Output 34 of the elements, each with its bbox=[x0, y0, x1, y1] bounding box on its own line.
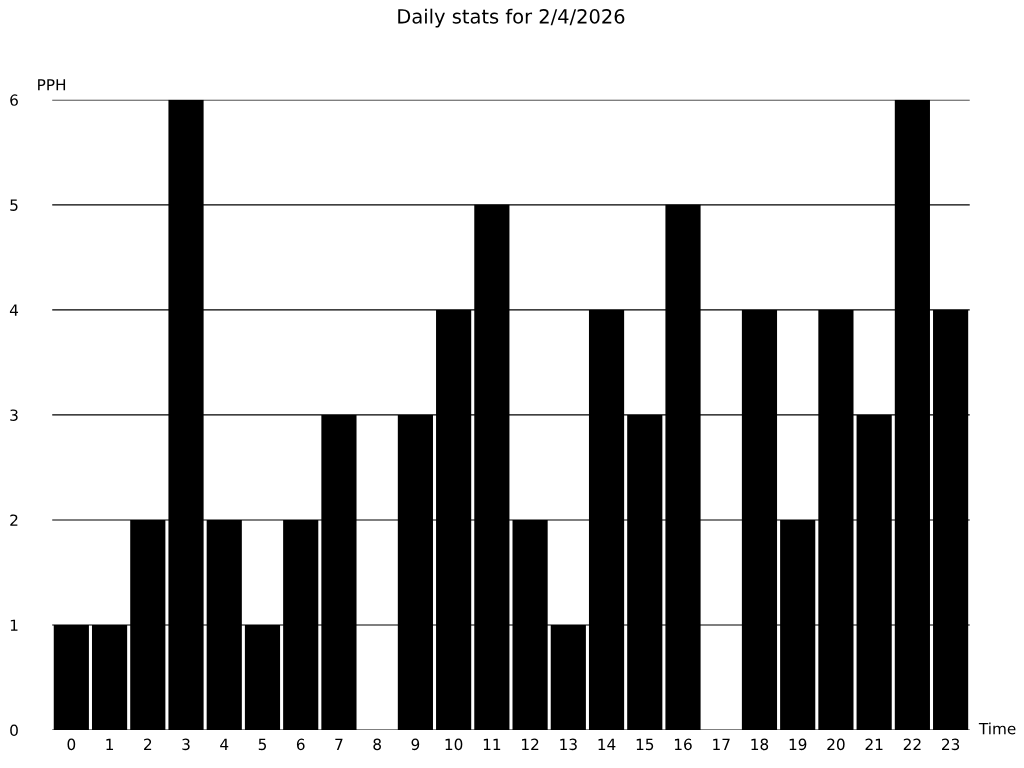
x-tick-label: 10 bbox=[445, 738, 463, 751]
x-tick-label: 2 bbox=[144, 738, 152, 750]
x-tick-label: 22 bbox=[903, 738, 921, 750]
y-tick-label: 5 bbox=[10, 199, 18, 211]
y-tick-label: 6 bbox=[10, 94, 18, 106]
x-tick-label: 13 bbox=[560, 738, 577, 751]
x-tick-label: 12 bbox=[522, 738, 539, 750]
x-tick-label: 7 bbox=[335, 738, 343, 750]
x-tick-label: 5 bbox=[258, 738, 267, 751]
x-tick-label: 16 bbox=[674, 738, 692, 751]
x-axis-title: Time bbox=[978, 722, 1016, 735]
y-tick-label: 3 bbox=[10, 409, 18, 421]
x-tick-label: 14 bbox=[598, 738, 616, 750]
x-tick-label: 6 bbox=[296, 738, 305, 751]
y-tick-label: 4 bbox=[9, 304, 19, 316]
x-tick-label: 18 bbox=[751, 738, 769, 751]
x-tick-label: 23 bbox=[942, 738, 960, 751]
x-tick-label: 1 bbox=[106, 738, 114, 750]
chart-title: Daily stats for 2/4/2026 bbox=[398, 8, 625, 28]
x-tick-label: 3 bbox=[182, 738, 190, 751]
x-tick-label: 19 bbox=[789, 738, 807, 751]
x-tick-label: 0 bbox=[67, 738, 76, 751]
x-tick-label: 9 bbox=[411, 738, 420, 751]
x-tick-label: 17 bbox=[713, 738, 730, 750]
x-tick-label: 4 bbox=[220, 738, 229, 750]
y-tick-label: 1 bbox=[10, 619, 18, 631]
x-tick-label: 11 bbox=[483, 738, 501, 750]
x-tick-label: 15 bbox=[636, 738, 654, 751]
y-axis-title: PPH bbox=[38, 79, 66, 91]
x-tick-label: 8 bbox=[373, 738, 381, 751]
x-tick-label: 21 bbox=[865, 738, 883, 750]
y-tick-label: 2 bbox=[10, 514, 18, 526]
y-tick-label: 0 bbox=[10, 724, 18, 737]
x-tick-label: 20 bbox=[827, 738, 845, 751]
